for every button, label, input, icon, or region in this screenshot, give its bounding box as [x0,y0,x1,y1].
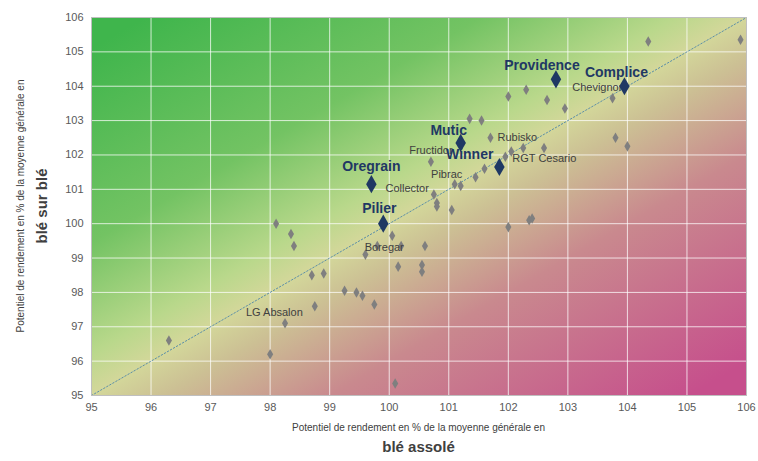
svg-text:95: 95 [85,401,97,413]
svg-text:98: 98 [71,286,83,298]
svg-text:RGT Cesario: RGT Cesario [512,152,576,164]
svg-text:102: 102 [499,401,517,413]
svg-text:Potentiel de rendement en % de: Potentiel de rendement en % de la moyenn… [292,422,545,433]
svg-text:100: 100 [380,401,398,413]
svg-text:96: 96 [145,401,157,413]
svg-text:blé assolé: blé assolé [382,438,455,455]
svg-text:blé sur blé: blé sur blé [33,168,50,243]
svg-text:106: 106 [65,11,83,23]
svg-text:Boregar: Boregar [365,241,404,253]
svg-text:Chevignon: Chevignon [572,81,625,93]
svg-text:Pilier: Pilier [362,200,397,216]
svg-text:Complice: Complice [585,64,648,80]
svg-text:101: 101 [65,183,83,195]
svg-text:Pibrac: Pibrac [431,168,463,180]
svg-text:96: 96 [71,355,83,367]
svg-text:Oregrain: Oregrain [342,158,400,174]
svg-text:Potentiel de rendement en % de: Potentiel de rendement en % de la moyenn… [15,80,26,333]
svg-text:Fructidor: Fructidor [409,144,453,157]
svg-text:104: 104 [618,401,636,413]
svg-text:99: 99 [71,252,83,264]
svg-text:Winner: Winner [446,146,494,162]
svg-text:97: 97 [71,320,83,332]
svg-text:98: 98 [264,401,276,413]
svg-text:101: 101 [440,401,458,413]
svg-text:99: 99 [324,401,336,413]
svg-text:Providence: Providence [504,57,580,73]
svg-text:103: 103 [65,114,83,126]
svg-text:105: 105 [678,401,696,413]
svg-text:103: 103 [559,401,577,413]
svg-text:95: 95 [71,389,83,401]
svg-text:Collector: Collector [385,182,429,194]
svg-text:Mutic: Mutic [430,122,467,138]
svg-text:105: 105 [65,45,83,57]
svg-text:102: 102 [65,148,83,160]
svg-text:106: 106 [737,401,755,413]
svg-text:LG Absalon: LG Absalon [246,306,303,318]
svg-text:104: 104 [65,80,83,92]
svg-text:100: 100 [65,217,83,229]
svg-text:97: 97 [204,401,216,413]
svg-text:Rubisko: Rubisko [497,131,537,143]
